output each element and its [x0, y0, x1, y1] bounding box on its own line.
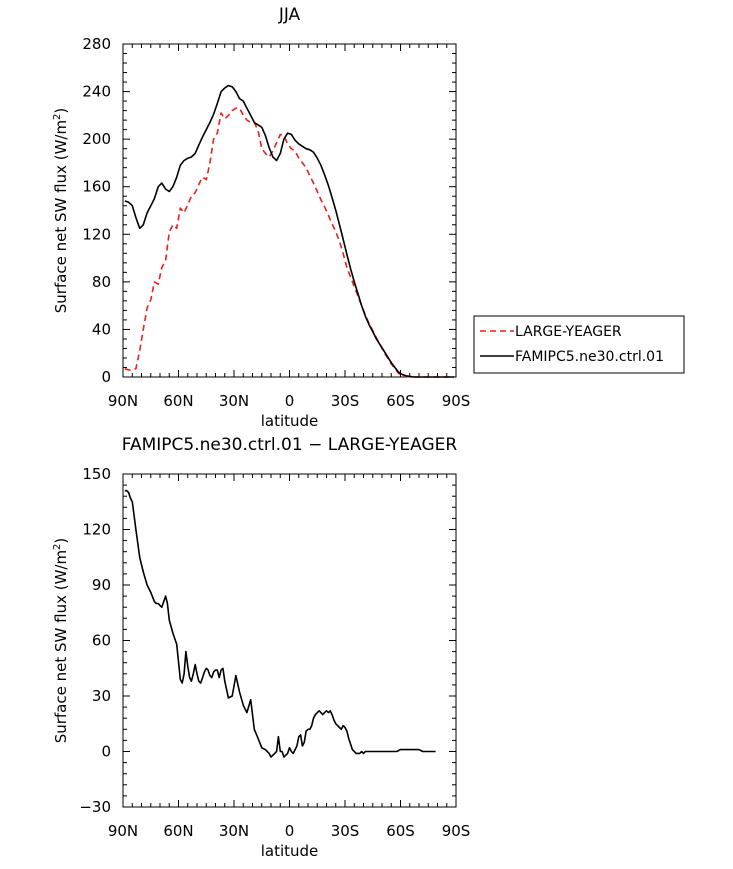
- bottom-chart-frame: [122, 473, 457, 808]
- bottom-chart: FAMIPC5.ne30.ctrl.01 − LARGE-YEAGER lati…: [52, 435, 470, 860]
- y-tick-label: 160: [82, 178, 111, 196]
- y-tick-label: 30: [92, 687, 111, 705]
- x-tick-label: 90S: [442, 392, 471, 410]
- bottom-chart-ylabel-main: Surface net SW flux (W/m: [52, 550, 70, 743]
- legend: LARGE-YEAGER FAMIPC5.ne30.ctrl.01: [473, 315, 685, 374]
- top-chart-y-ticks: 0 40 80 120 160 200 240 280: [82, 35, 456, 386]
- x-tick-label: 60N: [163, 822, 193, 840]
- series-line-difference: [124, 489, 436, 758]
- legend-label-large-yeager: LARGE-YEAGER: [515, 324, 622, 340]
- top-chart-ylabel-sup: 2: [52, 114, 63, 120]
- series-line-large-yeager: [124, 107, 455, 378]
- y-tick-label: 0: [101, 743, 111, 761]
- x-tick-label: 90S: [442, 822, 471, 840]
- y-tick-label: 60: [92, 632, 111, 650]
- bottom-chart-xlabel: latitude: [261, 842, 319, 860]
- bottom-chart-ylabel-end: ): [52, 538, 70, 544]
- x-tick-label: 60S: [386, 392, 415, 410]
- y-tick-label: 280: [82, 35, 111, 53]
- top-chart-frame: [122, 43, 457, 378]
- x-tick-label: 60N: [163, 392, 193, 410]
- y-tick-label: −30: [79, 798, 111, 816]
- y-tick-label: 90: [92, 576, 111, 594]
- y-tick-label: 120: [82, 521, 111, 539]
- x-tick-label: 30N: [219, 822, 249, 840]
- x-tick-label: 60S: [386, 822, 415, 840]
- top-chart: JJA latitude Surface net SW flux (W/m2) …: [52, 5, 470, 430]
- top-chart-title: JJA: [278, 5, 301, 25]
- x-tick-label: 90N: [108, 822, 138, 840]
- y-tick-label: 240: [82, 83, 111, 101]
- legend-label-famipc5: FAMIPC5.ne30.ctrl.01: [515, 349, 664, 365]
- series-line-famipc5-ne30-ctrl-01: [124, 84, 455, 378]
- top-chart-ylabel: Surface net SW flux (W/m2): [52, 108, 70, 314]
- y-tick-label: 40: [92, 320, 111, 338]
- top-chart-ylabel-main: Surface net SW flux (W/m: [52, 120, 70, 313]
- top-chart-ylabel-end: ): [52, 108, 70, 114]
- y-tick-label: 200: [82, 130, 111, 148]
- x-tick-label: 0: [285, 392, 295, 410]
- x-tick-label: 30S: [331, 822, 360, 840]
- x-tick-label: 30N: [219, 392, 249, 410]
- bottom-chart-series: [124, 489, 436, 758]
- x-tick-label: 30S: [331, 392, 360, 410]
- bottom-chart-ylabel-sup: 2: [52, 544, 63, 550]
- y-tick-label: 0: [101, 368, 111, 386]
- bottom-chart-title: FAMIPC5.ne30.ctrl.01 − LARGE-YEAGER: [122, 435, 458, 455]
- x-tick-label: 90N: [108, 392, 138, 410]
- bottom-chart-y-ticks: −30 0 30 60 90 120 150: [79, 465, 456, 816]
- x-tick-label: 0: [285, 822, 295, 840]
- bottom-chart-x-ticks: 90N 60N 30N 0 30S 60S 90S: [108, 474, 470, 840]
- y-tick-label: 80: [92, 273, 111, 291]
- top-chart-xlabel: latitude: [261, 412, 319, 430]
- bottom-chart-ylabel: Surface net SW flux (W/m2): [52, 538, 70, 744]
- legend-box: [473, 315, 685, 374]
- top-chart-x-ticks: 90N 60N 30N 0 30S 60S 90S: [108, 44, 470, 410]
- top-chart-series: [124, 84, 455, 378]
- y-tick-label: 150: [82, 465, 111, 483]
- y-tick-label: 120: [82, 225, 111, 243]
